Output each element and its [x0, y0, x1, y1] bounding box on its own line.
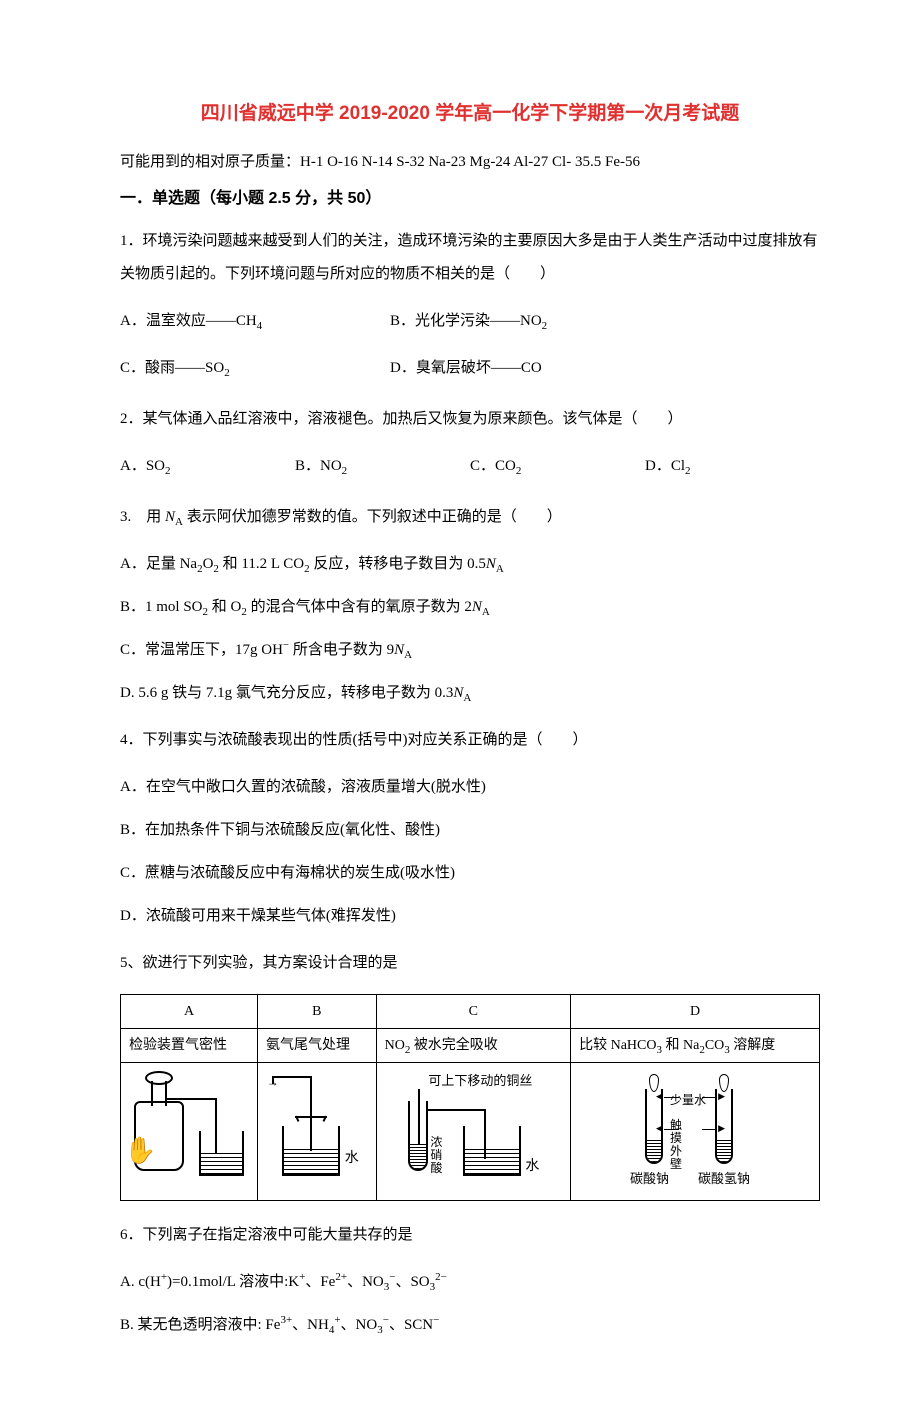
question-stem: 2．某气体通入品红溶液中，溶液褪色。加热后又恢复为原来颜色。该气体是（ ）: [120, 403, 820, 436]
option-a: A. c(H+)=0.1mol/L 溶液中:K+、Fe2+、NO3−、SO32−: [120, 1266, 820, 1299]
option-a: A．足量 Na2O2 和 11.2 L CO2 反应，转移电子数目为 0.5NA: [120, 548, 820, 581]
page-title: 四川省威远中学 2019-2020 学年高一化学下学期第一次月考试题: [120, 100, 820, 129]
apparatus-figure-d: 少量水 触摸外壁 碳酸钠 碳酸氢钠: [571, 1062, 820, 1200]
option-a: A．温室效应——CH4: [120, 305, 390, 338]
table-cell: NO2 被水完全吸收: [376, 1028, 571, 1062]
option-c: C．CO2: [470, 450, 645, 483]
apparatus-figure-a: ✋: [121, 1062, 258, 1200]
option-b: B．NO2: [295, 450, 470, 483]
table-header: D: [571, 994, 820, 1028]
option-b: B．光化学污染——NO2: [390, 305, 547, 338]
question-stem: 4．下列事实与浓硫酸表现出的性质(括号中)对应关系正确的是（ ）: [120, 724, 820, 757]
apparatus-figure-b: → 水: [258, 1062, 377, 1200]
table-header: C: [376, 994, 571, 1028]
option-c: C．酸雨——SO2: [120, 352, 390, 385]
option-d: D．Cl2: [645, 450, 820, 483]
option-b: B．在加热条件下铜与浓硫酸反应(氧化性、酸性): [120, 814, 820, 847]
atomic-mass-line: 可能用到的相对原子质量：H-1 O-16 N-14 S-32 Na-23 Mg-…: [120, 147, 820, 177]
table-cell: 氨气尾气处理: [258, 1028, 377, 1062]
table-cell: 检验装置气密性: [121, 1028, 258, 1062]
option-a: A．SO2: [120, 450, 295, 483]
question-stem: 3. 用 NA 表示阿伏加德罗常数的值。下列叙述中正确的是（ ）: [120, 501, 820, 534]
option-a: A．在空气中敞口久置的浓硫酸，溶液质量增大(脱水性): [120, 771, 820, 804]
option-d: D．臭氧层破坏——CO: [390, 352, 542, 385]
table-cell: 比较 NaHCO3 和 Na2CO3 溶解度: [571, 1028, 820, 1062]
option-d: D. 5.6 g 铁与 7.1g 氯气充分反应，转移电子数为 0.3NA: [120, 677, 820, 710]
option-d: D．浓硫酸可用来干燥某些气体(难挥发性): [120, 900, 820, 933]
option-c: C．常温常压下，17g OH− 所含电子数为 9NA: [120, 634, 820, 667]
option-b: B．1 mol SO2 和 O2 的混合气体中含有的氧原子数为 2NA: [120, 591, 820, 624]
question-stem: 5、欲进行下列实验，其方案设计合理的是: [120, 947, 820, 980]
question-stem: 6．下列离子在指定溶液中可能大量共存的是: [120, 1219, 820, 1252]
option-c: C．蔗糖与浓硫酸反应中有海棉状的炭生成(吸水性): [120, 857, 820, 890]
apparatus-figure-c: 可上下移动的铜丝 浓硝酸 水: [376, 1062, 571, 1200]
option-b: B. 某无色透明溶液中: Fe3+、NH4+、NO3−、SCN−: [120, 1309, 820, 1342]
table-header: A: [121, 994, 258, 1028]
table-header: B: [258, 994, 377, 1028]
question-stem: 1．环境污染问题越来越受到人们的关注，造成环境污染的主要原因大多是由于人类生产活…: [120, 225, 820, 291]
section-heading: 一．单选题（每小题 2.5 分，共 50）: [120, 187, 820, 211]
experiment-table: A B C D 检验装置气密性 氨气尾气处理 NO2 被水完全吸收 比较 NaH…: [120, 994, 820, 1201]
